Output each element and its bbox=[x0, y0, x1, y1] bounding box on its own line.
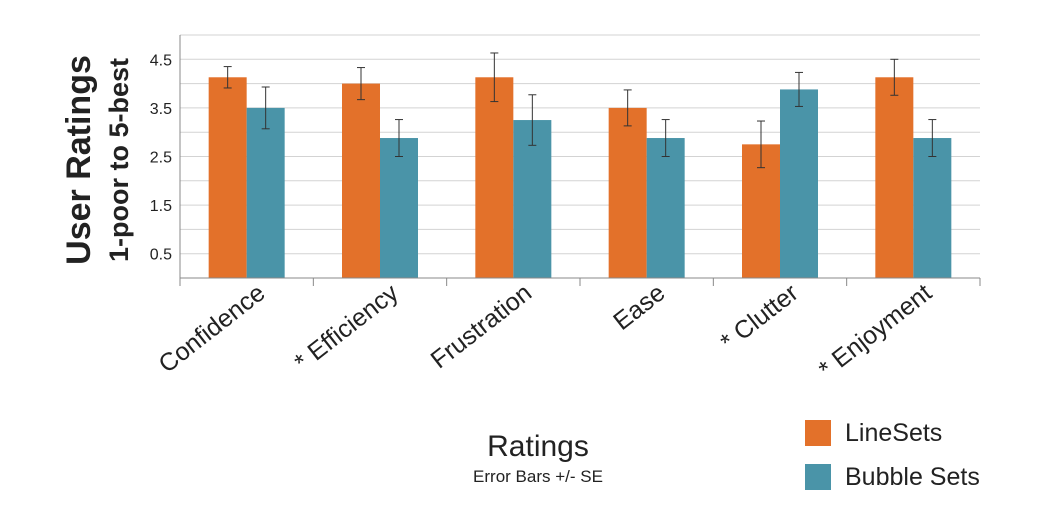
x-tick-label: Frustration bbox=[426, 279, 537, 375]
bars bbox=[208, 77, 952, 279]
bar bbox=[646, 138, 685, 278]
x-tick-label: Confidence bbox=[153, 279, 270, 379]
y-axis-title: User Ratings bbox=[60, 55, 98, 265]
bar bbox=[342, 83, 380, 278]
axes bbox=[179, 35, 981, 286]
x-axis-title: Ratings bbox=[487, 430, 589, 463]
bar bbox=[913, 138, 952, 278]
x-tick-label: * Efficiency bbox=[289, 278, 404, 376]
bar bbox=[380, 138, 418, 278]
bar bbox=[246, 107, 285, 279]
bar bbox=[513, 120, 552, 278]
bar bbox=[475, 77, 514, 278]
x-tick-label: * Clutter bbox=[715, 279, 803, 357]
x-tick-label: * Enjoyment bbox=[814, 279, 937, 384]
x-axis-subtitle: Error Bars +/- SE bbox=[473, 467, 603, 486]
legend-label: Bubble Sets bbox=[845, 463, 980, 491]
bar bbox=[875, 77, 914, 278]
y-tick-label: 2.5 bbox=[150, 150, 172, 167]
legend-swatch bbox=[805, 464, 831, 490]
x-tick-label: Ease bbox=[608, 279, 670, 336]
error-bars bbox=[223, 52, 937, 169]
y-tick-label: 0.5 bbox=[150, 247, 172, 264]
y-tick-label: 3.5 bbox=[150, 101, 172, 118]
bar bbox=[208, 77, 247, 278]
bar bbox=[608, 107, 647, 279]
bar bbox=[780, 89, 818, 278]
legend-label: LineSets bbox=[845, 419, 942, 447]
legend: LineSets Bubble Sets bbox=[805, 419, 980, 491]
y-axis-subtitle: 1-poor to 5-best bbox=[104, 58, 134, 262]
y-tick-label: 4.5 bbox=[150, 52, 172, 69]
legend-swatch bbox=[805, 420, 831, 446]
y-tick-label: 1.5 bbox=[150, 198, 172, 215]
gridlines bbox=[180, 34, 980, 255]
